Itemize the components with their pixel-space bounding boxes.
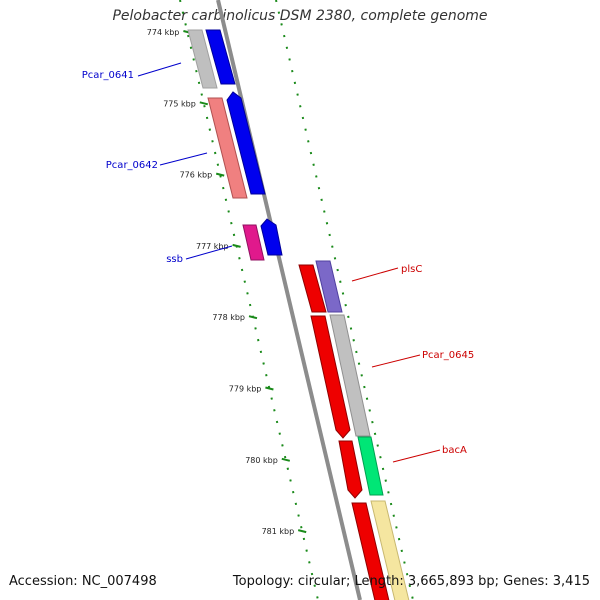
tick-label-780: 780 kbp (245, 456, 278, 465)
gene-bacA-cds-red[interactable] (338, 440, 363, 499)
gene-plsC-cds-red[interactable] (298, 264, 327, 313)
gene-next-cds-red[interactable] (351, 502, 390, 600)
tick-mark-779 (265, 386, 274, 391)
tick-mark-775 (199, 101, 209, 106)
leader-Pcar_0642 (159, 152, 208, 166)
leader-bacA (392, 449, 441, 463)
label-plsC[interactable]: plsC (401, 264, 422, 275)
tick-mark-778 (248, 315, 258, 320)
gene-ssb-cds-blue[interactable] (260, 218, 283, 256)
label-Pcar_0645[interactable]: Pcar_0645 (422, 350, 474, 361)
gene-bacA-cds-green[interactable] (357, 436, 384, 496)
gene-next-cds-yellow[interactable] (370, 500, 410, 600)
inner-tick-track (179, 0, 319, 600)
tick-mark-776 (215, 172, 225, 177)
leader-Pcar_0645 (371, 354, 421, 368)
label-Pcar_0641[interactable]: Pcar_0641 (82, 70, 134, 81)
label-bacA[interactable]: bacA (442, 445, 467, 456)
tick-mark-781 (297, 529, 307, 534)
gene-Pcar_0641-cds-grey[interactable] (187, 29, 218, 89)
tick-label-776: 776 kbp (180, 171, 213, 180)
accession-text: Accession: NC_007498 (9, 574, 157, 589)
label-Pcar_0642[interactable]: Pcar_0642 (106, 160, 158, 171)
gene-Pcar_0645-cds-red[interactable] (310, 315, 351, 439)
gene-Pcar_0645-cds-grey[interactable] (329, 314, 371, 437)
gene-plsC-cds-purple[interactable] (315, 260, 343, 313)
tick-label-775: 775 kbp (163, 99, 196, 108)
map-title: Pelobacter carbinolicus DSM 2380, comple… (112, 8, 488, 24)
gene-Pcar_0642-cds-blue[interactable] (226, 91, 266, 195)
tick-label-781: 781 kbp (262, 527, 295, 536)
leader-plsC (351, 267, 399, 282)
tick-label-778: 778 kbp (212, 313, 245, 322)
label-ssb[interactable]: ssb (166, 254, 183, 265)
outer-tick-track (275, 0, 414, 600)
leader-ssb (185, 245, 233, 260)
tick-label-774: 774 kbp (147, 28, 180, 37)
gene-ssb-cds-pink[interactable] (242, 224, 265, 261)
tick-label-777: 777 kbp (196, 242, 229, 251)
tick-mark-780 (281, 457, 291, 462)
leader-Pcar_0641 (137, 62, 182, 77)
genome-summary-text: Topology: circular; Length: 3,665,893 bp… (232, 574, 590, 589)
tick-label-779: 779 kbp (229, 385, 262, 394)
tick-mark-777 (232, 243, 241, 248)
gene-Pcar_0642-cds-salmon[interactable] (207, 97, 248, 199)
kbp-ticks: 774 kbp 775 kbp 776 kbp 777 kbp 778 kbp 779 k… (147, 28, 307, 536)
gene-Pcar_0641-cds-blue[interactable] (205, 29, 236, 85)
